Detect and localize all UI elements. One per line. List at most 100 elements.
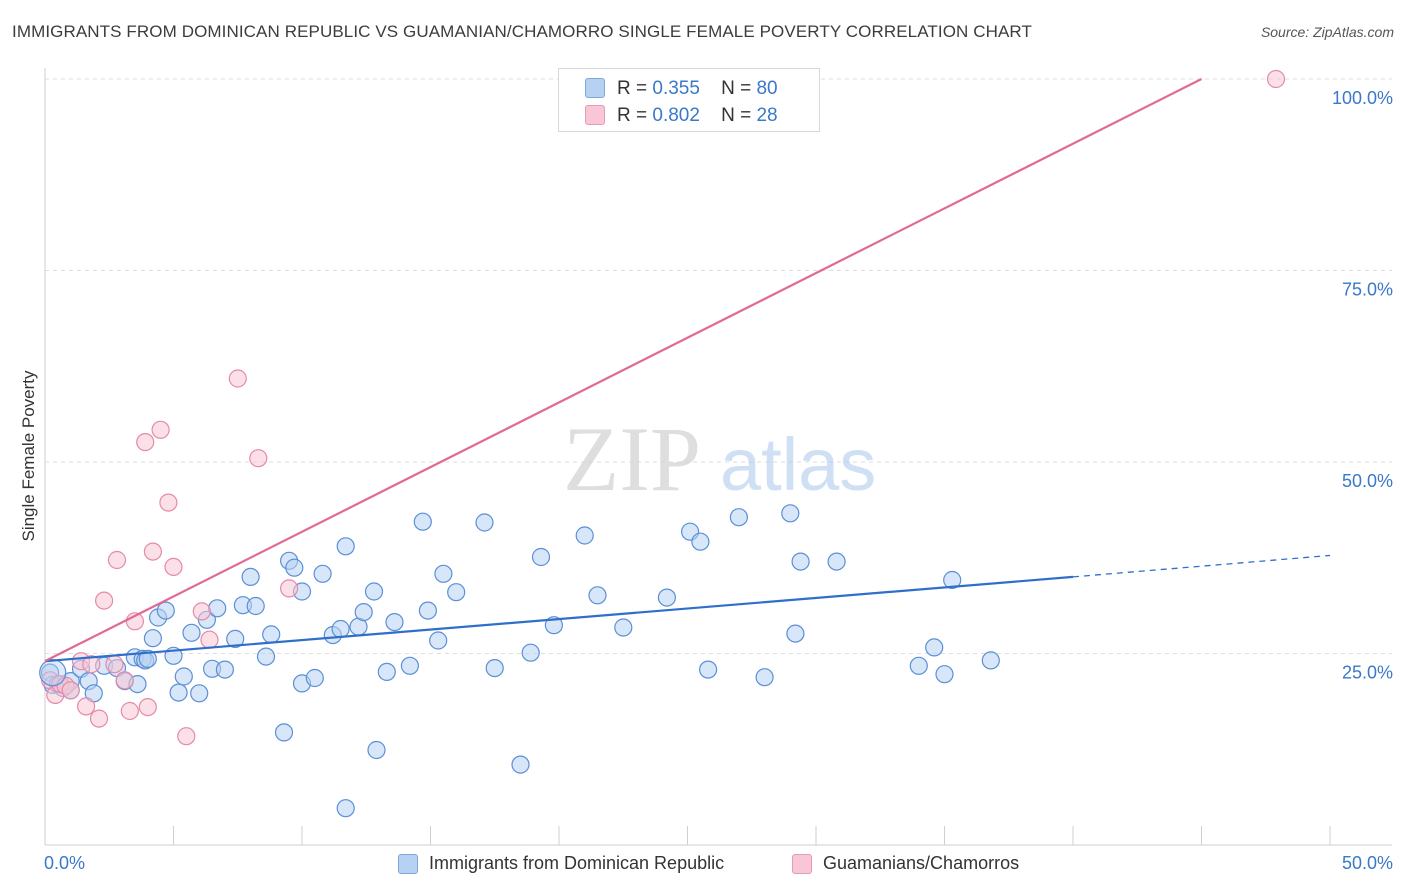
point-blue xyxy=(729,508,749,527)
x-tick-label-min: 0.0% xyxy=(44,853,85,873)
point-blue xyxy=(475,513,494,532)
point-blue xyxy=(791,552,810,571)
point-blue xyxy=(786,624,805,643)
point-blue-cluster xyxy=(39,659,67,687)
point-pink xyxy=(1266,69,1286,89)
point-blue xyxy=(691,532,710,551)
point-blue xyxy=(262,625,281,644)
point-blue xyxy=(190,684,209,703)
point-blue xyxy=(511,755,530,774)
watermark: ZIP atlas xyxy=(563,408,876,510)
point-blue xyxy=(657,588,677,607)
point-blue xyxy=(156,601,175,620)
point-blue xyxy=(305,668,324,688)
point-pink xyxy=(115,671,134,690)
y-tick-label: 75.0% xyxy=(1342,280,1393,300)
point-blue xyxy=(575,526,594,545)
point-blue xyxy=(909,656,928,675)
gridlines xyxy=(45,78,1392,654)
point-pink xyxy=(228,369,247,388)
watermark-atlas: atlas xyxy=(720,423,876,506)
point-blue xyxy=(400,656,419,675)
point-pink xyxy=(143,542,162,561)
point-blue xyxy=(413,512,432,531)
axes xyxy=(44,68,1392,846)
legend-n-value-blue: 80 xyxy=(756,78,778,99)
point-blue xyxy=(313,564,332,583)
point-pink xyxy=(136,433,155,452)
point-pink xyxy=(89,709,109,728)
point-blue xyxy=(614,618,633,637)
point-blue xyxy=(943,570,962,590)
point-blue xyxy=(385,612,404,632)
point-blue xyxy=(485,658,504,678)
point-blue xyxy=(925,638,944,657)
point-pink xyxy=(159,493,178,512)
point-blue xyxy=(544,616,564,635)
series-name-pink: Guamanians/Chamorros xyxy=(823,853,1020,873)
legend-r-value-blue: 0.355 xyxy=(652,78,700,99)
point-pink xyxy=(105,655,124,674)
legend-n-label: N = xyxy=(721,78,752,99)
point-pink xyxy=(164,557,183,577)
point-blue xyxy=(367,740,386,760)
y-tick-label: 50.0% xyxy=(1342,471,1393,491)
point-blue xyxy=(755,668,774,687)
point-blue xyxy=(418,601,437,620)
point-pink xyxy=(107,550,127,570)
source-label: Source: ZipAtlas.com xyxy=(1260,24,1394,40)
legend-r-label: R = xyxy=(617,78,648,99)
legend-n-value-pink: 28 xyxy=(756,105,778,126)
point-blue xyxy=(246,596,265,616)
point-blue xyxy=(447,583,466,602)
trend-lines xyxy=(44,78,1331,663)
point-blue xyxy=(226,629,245,649)
point-blue xyxy=(588,586,607,605)
point-pink xyxy=(82,655,101,674)
chart-title: IMMIGRANTS FROM DOMINICAN REPUBLIC VS GU… xyxy=(12,22,1032,41)
point-blue xyxy=(364,582,384,601)
legend-n-label: N = xyxy=(721,105,752,126)
trend-line-extension-blue xyxy=(1072,554,1331,578)
point-blue xyxy=(827,552,846,571)
correlation-legend: R = 0.355 N = 80 R = 0.802 N = 28 xyxy=(558,68,820,132)
legend-swatch-pink xyxy=(585,105,605,125)
point-pink xyxy=(76,697,96,716)
data-points xyxy=(39,69,1286,818)
legend-r-value-pink: 0.802 xyxy=(652,105,700,126)
point-blue xyxy=(241,567,260,587)
point-blue xyxy=(208,599,227,618)
point-blue xyxy=(331,619,350,639)
point-pink xyxy=(249,449,268,468)
trend-line-pink xyxy=(44,78,1202,663)
point-blue xyxy=(256,647,276,666)
legend-swatch-blue xyxy=(585,78,605,98)
point-blue xyxy=(215,660,234,679)
series-swatch-blue xyxy=(398,854,418,874)
point-pink xyxy=(192,602,211,621)
point-blue xyxy=(285,558,304,577)
point-pink xyxy=(151,420,170,439)
point-blue xyxy=(521,643,540,662)
point-blue xyxy=(336,537,355,556)
point-blue xyxy=(377,662,396,682)
point-pink xyxy=(177,727,196,746)
series-legend: Immigrants from Dominican Republic Guama… xyxy=(0,852,1406,878)
y-tick-label: 100.0% xyxy=(1332,88,1393,108)
point-blue xyxy=(981,651,1000,670)
legend-r-label: R = xyxy=(617,105,648,126)
point-blue xyxy=(174,667,193,686)
series-swatch-pink xyxy=(792,854,812,874)
point-blue xyxy=(336,799,355,818)
point-blue xyxy=(169,683,188,702)
point-blue xyxy=(781,504,800,523)
point-blue xyxy=(935,665,954,684)
watermark-zip: ZIP xyxy=(563,408,701,510)
point-blue xyxy=(354,602,373,622)
point-pink xyxy=(94,591,114,610)
point-pink xyxy=(200,630,219,649)
series-name-blue: Immigrants from Dominican Republic xyxy=(429,853,725,873)
point-blue xyxy=(531,547,551,567)
point-blue xyxy=(698,660,718,679)
